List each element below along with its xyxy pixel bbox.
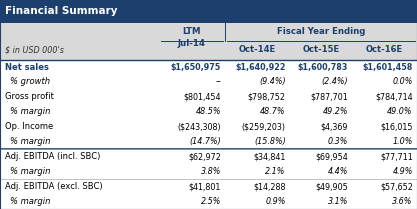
Bar [0,149,417,164]
Text: $1,650,975: $1,650,975 [171,62,221,71]
Text: Adj. EBITDA (excl. SBC): Adj. EBITDA (excl. SBC) [5,182,103,191]
Text: --: -- [215,78,221,87]
Text: $69,954: $69,954 [315,152,348,161]
Bar [0,60,417,75]
Text: 49.2%: 49.2% [323,107,348,116]
Text: $16,015: $16,015 [380,122,413,131]
Text: % margin: % margin [10,137,51,146]
Text: $1,600,783: $1,600,783 [298,62,348,71]
Bar [0,194,417,209]
Text: (2.4%): (2.4%) [322,78,348,87]
Text: 48.7%: 48.7% [260,107,286,116]
Text: 3.8%: 3.8% [201,167,221,176]
Text: $34,841: $34,841 [253,152,286,161]
Text: $14,288: $14,288 [253,182,286,191]
Text: 0.3%: 0.3% [328,137,348,146]
Text: Net sales: Net sales [5,62,49,71]
Text: 48.5%: 48.5% [196,107,221,116]
Text: Oct-15E: Oct-15E [302,45,340,54]
Text: ($243,308): ($243,308) [177,122,221,131]
Text: $784,714: $784,714 [375,92,413,101]
Text: Fiscal Year Ending: Fiscal Year Ending [277,27,365,36]
Text: $1,640,922: $1,640,922 [235,62,286,71]
Text: 4.9%: 4.9% [392,167,413,176]
Text: $4,369: $4,369 [321,122,348,131]
Text: (9.4%): (9.4%) [259,78,286,87]
Bar [0,134,417,149]
Text: 3.1%: 3.1% [328,197,348,206]
Bar [0,164,417,179]
Text: $801,454: $801,454 [183,92,221,101]
Text: 2.1%: 2.1% [265,167,286,176]
Text: $1,601,458: $1,601,458 [362,62,413,71]
Text: 49.0%: 49.0% [387,107,413,116]
Text: (15.8%): (15.8%) [254,137,286,146]
Text: Financial Summary: Financial Summary [5,6,118,17]
Text: (14.7%): (14.7%) [189,137,221,146]
Bar [0,89,417,104]
Text: Oct-14E: Oct-14E [239,45,276,54]
Text: ($259,203): ($259,203) [241,122,286,131]
Text: Oct-16E: Oct-16E [366,45,403,54]
Bar [0,74,417,89]
Text: % growth: % growth [10,78,50,87]
Text: $41,801: $41,801 [188,182,221,191]
Text: Op. Income: Op. Income [5,122,53,131]
Bar [0,119,417,134]
Text: LTM: LTM [183,27,201,36]
Text: 3.6%: 3.6% [392,197,413,206]
Bar [0,104,417,119]
Text: % margin: % margin [10,167,51,176]
Text: Jul-14: Jul-14 [178,39,206,48]
Text: $57,652: $57,652 [380,182,413,191]
Text: $787,701: $787,701 [310,92,348,101]
Text: 0.9%: 0.9% [265,197,286,206]
Text: 1.0%: 1.0% [392,137,413,146]
Text: % margin: % margin [10,197,51,206]
Text: 2.5%: 2.5% [201,197,221,206]
Text: $77,711: $77,711 [380,152,413,161]
Text: $62,972: $62,972 [188,152,221,161]
Text: Adj. EBITDA (incl. SBC): Adj. EBITDA (incl. SBC) [5,152,100,161]
Text: Gross profit: Gross profit [5,92,54,101]
Bar [0,179,417,194]
Text: 4.4%: 4.4% [328,167,348,176]
Bar [0,23,417,60]
Text: $ in USD 000's: $ in USD 000's [5,45,64,54]
Text: % margin: % margin [10,107,51,116]
Text: $798,752: $798,752 [248,92,286,101]
Text: $49,905: $49,905 [315,182,348,191]
Text: 0.0%: 0.0% [392,78,413,87]
Bar [0,0,417,23]
